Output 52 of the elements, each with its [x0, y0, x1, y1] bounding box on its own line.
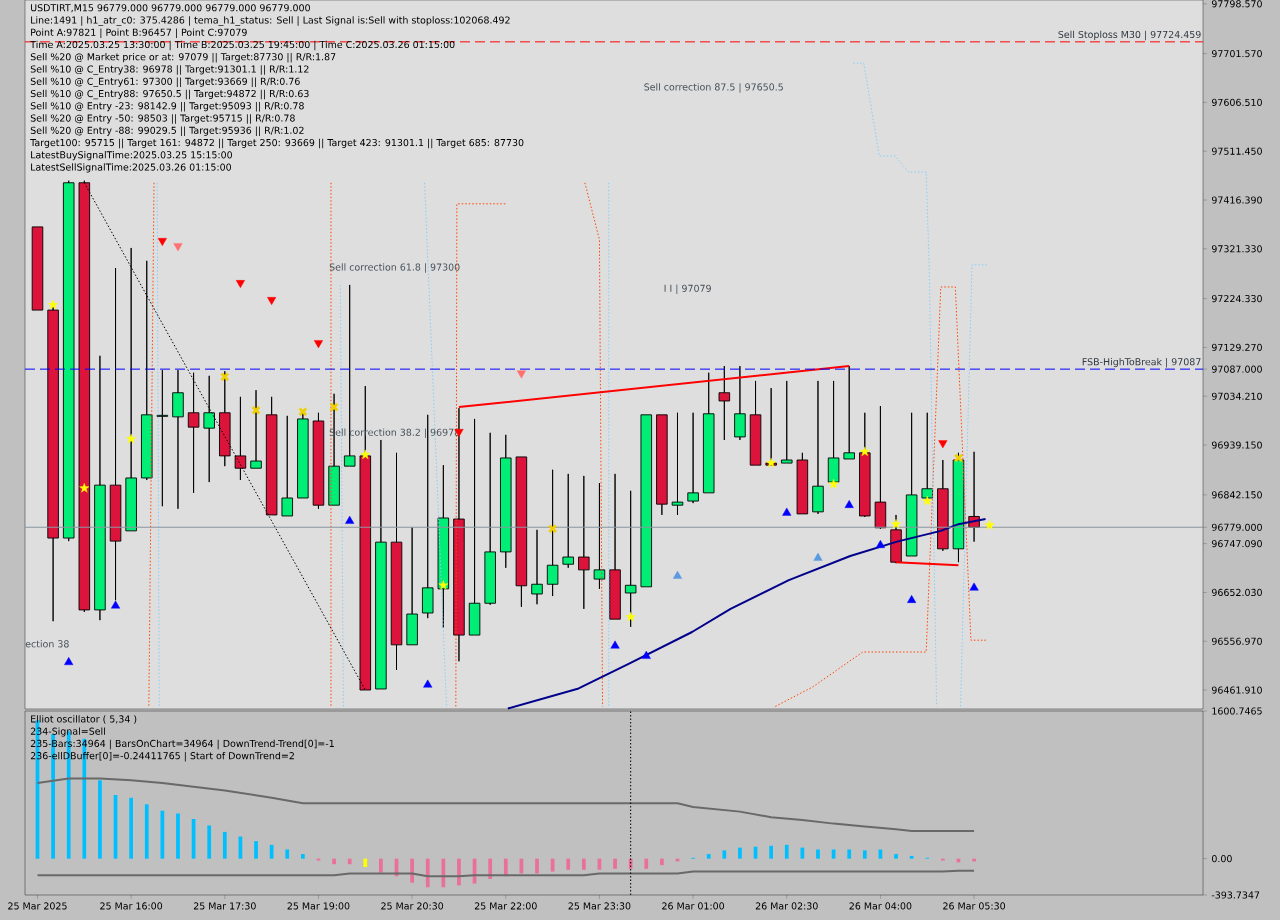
- y-tick-label: 96747.090: [1211, 540, 1262, 548]
- chart-title: USDTIRT,M15 96779.000 96779.000 96779.000 96779.000: [31, 4, 310, 13]
- y-tick-label: 97224.330: [1211, 295, 1262, 303]
- annotation: Sell %20 @ Entry -88: 99029.5 || Target:95936 || R/R:1.02: [30, 126, 304, 136]
- y-tick-label: -393.7347: [1211, 891, 1260, 899]
- chart-title: Elliot oscillator ( 5,34 ): [31, 715, 137, 724]
- annotation: Sell %20 @ Market price or at: 97079 || Target:87730 || R/R:1.87: [30, 53, 336, 63]
- annotation: Sell %10 @ C_Entry88: 97650.5 || Target:94872 || R/R:0.63: [30, 89, 309, 100]
- annotation: LatestSellSignalTime:2025.03.26 01:15:00: [31, 163, 232, 173]
- x-tick-label: 25 Mar 17:30: [193, 902, 256, 910]
- annotation: Sell correction 61.8 | 97300: [329, 263, 460, 273]
- y-tick-label: 97321.330: [1211, 245, 1262, 253]
- y-tick-label: 96461.910: [1211, 686, 1262, 694]
- x-tick-label: 25 Mar 22:00: [474, 902, 537, 910]
- y-tick-label: 97416.390: [1211, 196, 1262, 204]
- annotation: Sell %10 @ C_Entry38: 96978 || Target:91301.1 || R/R:1.12: [30, 65, 309, 75]
- annotation: Point A:97821 | Point B:96457 | Point C:97079: [31, 28, 247, 38]
- x-tick-label: 25 Mar 2025: [8, 902, 67, 910]
- y-tick-label: 96779.000: [1211, 523, 1262, 531]
- annotation: Sell %10 @ C_Entry61: 97300 || Target:93669 || R/R:0.76: [30, 77, 300, 87]
- x-tick-label: 25 Mar 16:00: [100, 902, 163, 910]
- ref-line-label: Sell Stoploss M30 | 97724.459: [1058, 30, 1201, 41]
- annotation: Time A:2025.03.25 13:30:00 | Time B:2025.03.25 19:45:00 | Time C:2025.03.26 01:15:00: [30, 40, 455, 51]
- y-tick-label: 97798.570: [1211, 0, 1262, 8]
- y-tick-label: 96652.030: [1211, 588, 1262, 597]
- annotation: ection 38: [25, 640, 69, 648]
- x-tick-label: 26 Mar 04:00: [849, 902, 912, 910]
- y-tick-label: 1600.7465: [1212, 707, 1262, 715]
- ref-line-label: FSB-HighToBreak | 97087: [1082, 357, 1201, 368]
- x-tick-label: 25 Mar 20:30: [381, 902, 444, 910]
- x-tick-label: 26 Mar 05:30: [943, 902, 1006, 910]
- x-tick-label: 26 Mar 02:30: [755, 902, 818, 910]
- y-tick-label: 97034.210: [1211, 392, 1262, 400]
- y-tick-label: 97701.570: [1211, 50, 1262, 58]
- y-tick-label: 97606.510: [1211, 98, 1262, 106]
- annotation: I I | 97079: [664, 284, 711, 294]
- y-tick-label: 0.00: [1212, 855, 1232, 863]
- annotation: LatestBuySignalTime:2025.03.25 15:15:00: [31, 151, 233, 161]
- annotation: Sell correction 87.5 | 97650.5: [644, 83, 783, 93]
- y-tick-label: 97087.000: [1211, 365, 1262, 373]
- y-tick-label: 97129.270: [1211, 343, 1262, 352]
- annotation: Line:1491 | h1_atr_c0: 375.4286 | tema_h1_status: Sell | Last Signal is:Sell with stoploss:102068.492: [31, 16, 510, 26]
- x-tick-label: 25 Mar 19:00: [287, 902, 350, 910]
- y-tick-label: 97511.450: [1211, 147, 1262, 155]
- y-tick-label: 96842.150: [1211, 491, 1262, 499]
- x-tick-label: 25 Mar 23:30: [568, 902, 631, 910]
- annotation: Sell %10 @ Entry -23: 98142.9 || Target:95093 || R/R:0.78: [30, 102, 304, 112]
- annotation: Target100: 95715 || Target 161: 94872 || Target 250: 93669 || Target 423: 91301.1 || Target 685: 87730: [30, 138, 524, 149]
- y-tick-label: 96556.970: [1211, 637, 1262, 645]
- annotation: Sell %20 @ Entry -50: 98503 || Target:95715 || R/R:0.78: [30, 114, 295, 124]
- x-tick-label: 26 Mar 01:00: [662, 902, 725, 910]
- y-tick-label: 96939.150: [1211, 441, 1262, 449]
